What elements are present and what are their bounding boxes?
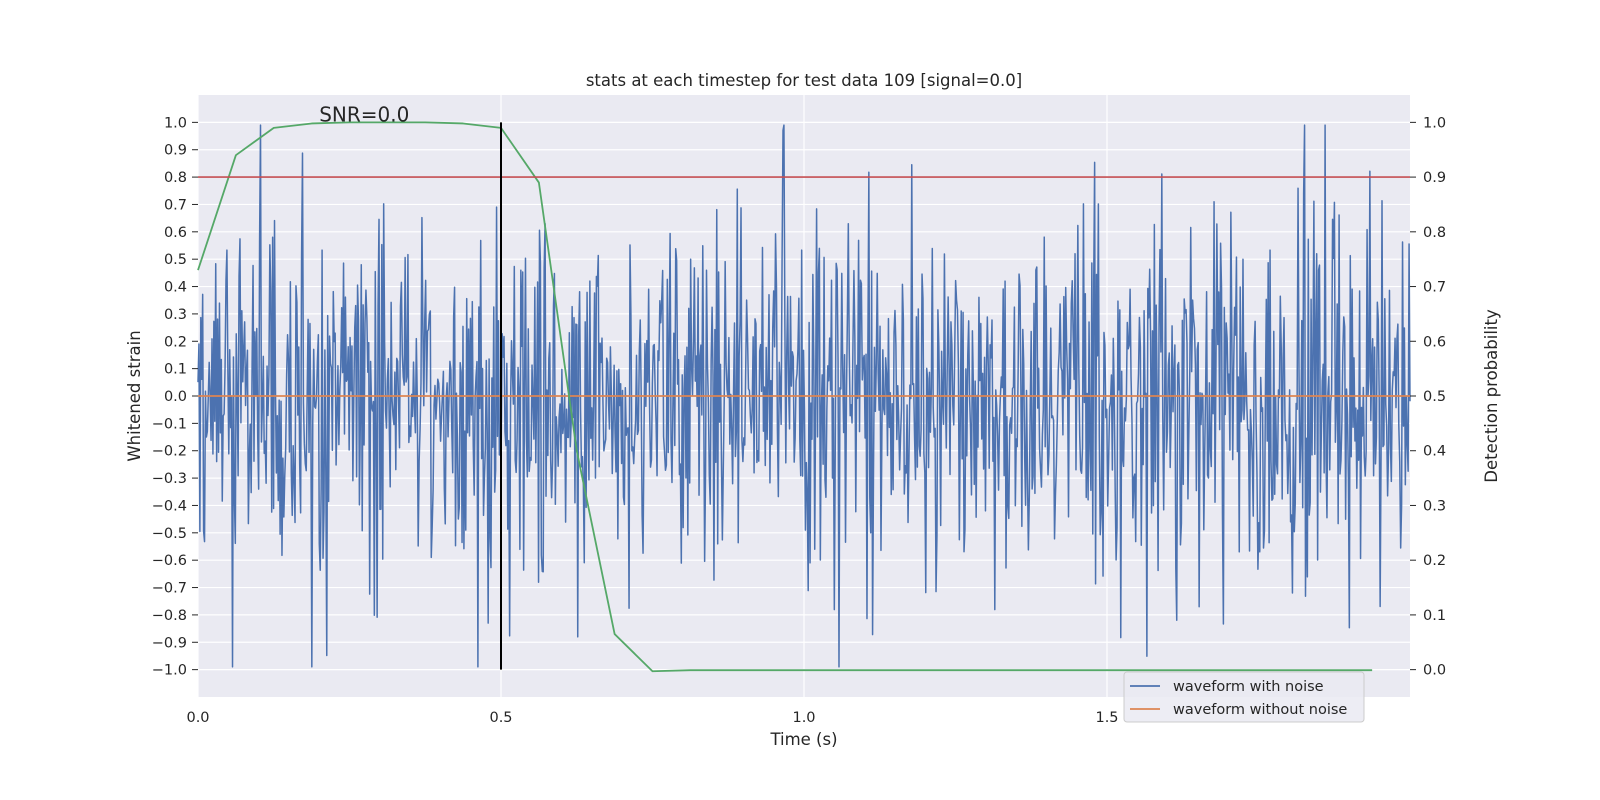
x-tick-label: 0.0 xyxy=(186,710,209,726)
y-axis-label-left: Whitened strain xyxy=(125,330,144,461)
series-line-detection-probability xyxy=(197,121,1373,673)
y-left-tick-label: −0.3 xyxy=(152,471,187,487)
y-left-tick-label: −0.6 xyxy=(152,553,187,569)
y-left-tick-label: 0.6 xyxy=(164,225,187,241)
y-left-tick-label: −0.4 xyxy=(152,498,187,514)
x-tick-label: 0.5 xyxy=(489,710,512,726)
y-left-tick-label: 0.8 xyxy=(164,170,187,186)
y-left-tick-label: 0.3 xyxy=(164,307,187,323)
y-left-tick-label: −0.2 xyxy=(152,444,187,460)
y-left-tick-label: 0.4 xyxy=(164,280,187,296)
y-left-tick-label: −0.7 xyxy=(152,581,187,597)
chart-title: stats at each timestep for test data 109… xyxy=(586,71,1022,90)
y-right-tick-label: 0.6 xyxy=(1423,334,1446,350)
y-right-tick-label: 0.7 xyxy=(1423,280,1446,296)
snr-annotation: SNR=0.0 xyxy=(319,102,409,126)
legend-box xyxy=(1123,671,1365,723)
y-right-tick-label: 0.2 xyxy=(1423,553,1446,569)
y-left-tick-label: 1.0 xyxy=(164,115,187,131)
tick-labels: 0.0 0.5 1.0 1.5 1.0 0.9 0.8 0.7 0.6 0.5 0.4 0.3 0.2 0… xyxy=(152,115,1446,726)
y-right-tick-label: 1.0 xyxy=(1423,115,1446,131)
y-axis-label-right: Detection probability xyxy=(1482,309,1501,483)
series-line-waveform-with-noise xyxy=(197,124,1411,668)
series-layer xyxy=(197,121,1411,673)
y-right-tick-label: 0.1 xyxy=(1423,608,1446,624)
legend: waveform with noise waveform without noi… xyxy=(1123,671,1365,723)
y-left-tick-label: −0.1 xyxy=(152,416,187,432)
y-left-tick-label: −1.0 xyxy=(152,663,187,679)
y-right-tick-label: 0.4 xyxy=(1423,444,1446,460)
y-left-tick-label: 0.7 xyxy=(164,197,187,213)
y-left-tick-label: −0.8 xyxy=(152,608,187,624)
y-left-tick-label: 0.5 xyxy=(164,252,187,268)
x-axis-label: Time (s) xyxy=(769,730,837,749)
x-tick-label: 1.5 xyxy=(1095,710,1118,726)
y-right-tick-label: 0.8 xyxy=(1423,225,1446,241)
legend-label-waveform-with-noise: waveform with noise xyxy=(1173,679,1324,695)
y-left-tick-label: −0.5 xyxy=(152,526,187,542)
y-right-tick-label: 0.0 xyxy=(1423,663,1446,679)
y-right-tick-label: 0.5 xyxy=(1423,389,1446,405)
y-left-tick-label: 0.9 xyxy=(164,143,187,159)
y-right-tick-label: 0.3 xyxy=(1423,498,1446,514)
legend-label-waveform-without-noise: waveform without noise xyxy=(1173,702,1347,718)
y-left-tick-label: 0.1 xyxy=(164,362,187,378)
y-right-tick-label: 0.9 xyxy=(1423,170,1446,186)
y-left-tick-label: −0.9 xyxy=(152,635,187,651)
y-left-tick-label: 0.2 xyxy=(164,334,187,350)
x-tick-label: 1.0 xyxy=(792,710,815,726)
y-left-tick-label: 0.0 xyxy=(164,389,187,405)
